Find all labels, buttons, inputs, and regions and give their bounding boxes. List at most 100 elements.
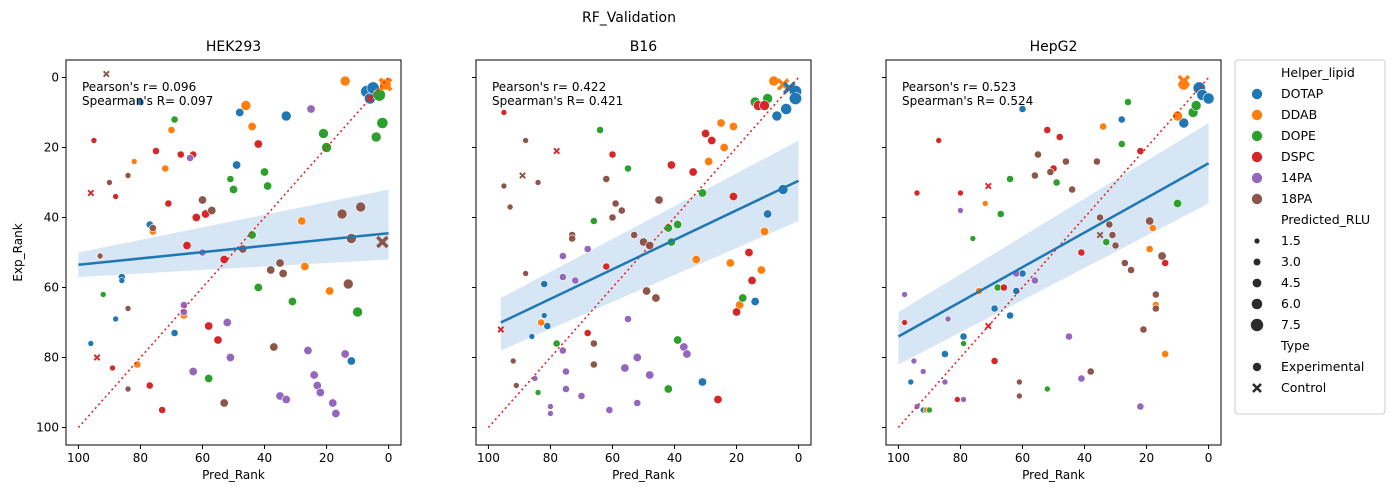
control-point: [776, 78, 790, 91]
confidence-band: [78, 189, 389, 277]
plot-frame: [475, 59, 812, 446]
correlation-annotation: Pearson's r= 0.096: [82, 80, 196, 94]
data-point: [1190, 100, 1202, 111]
control-point: [984, 182, 992, 190]
data-point: [229, 185, 239, 195]
data-point: [1077, 248, 1086, 257]
x-tick-label: 0: [795, 451, 803, 465]
data-point: [207, 206, 217, 216]
legend-item-label: DSPC: [1281, 149, 1315, 164]
data-point: [376, 117, 389, 129]
data-point: [219, 398, 229, 408]
data-point: [691, 255, 701, 265]
data-point: [620, 363, 630, 373]
legend-size-marker: [1254, 238, 1260, 244]
data-point: [935, 137, 943, 144]
data-point: [583, 245, 592, 253]
data-point: [130, 158, 138, 165]
data-point: [534, 179, 542, 186]
x-axis-label: Pred_Rank: [1022, 468, 1085, 482]
data-point: [235, 108, 245, 118]
data-point: [688, 167, 698, 177]
data-point: [907, 378, 915, 386]
data-point: [204, 321, 214, 331]
data-point: [170, 115, 179, 124]
x-tick-label: 0: [385, 451, 393, 465]
data-point: [602, 175, 611, 183]
data-point: [1145, 245, 1154, 253]
legend-type-marker: [1252, 383, 1262, 393]
data-point: [226, 175, 235, 183]
data-point: [944, 315, 952, 323]
data-point: [87, 340, 95, 347]
x-tick-label: 40: [257, 451, 272, 465]
data-point: [759, 100, 770, 111]
data-point: [969, 235, 977, 242]
data-point: [213, 335, 223, 345]
data-point: [1161, 350, 1170, 358]
x-tick-label: 80: [953, 451, 968, 465]
data-point: [1030, 276, 1039, 285]
data-point: [552, 339, 561, 348]
data-point: [275, 258, 285, 268]
data-point: [959, 332, 968, 341]
y-tick-label: 20: [44, 141, 59, 155]
data-point: [352, 306, 363, 318]
x-tick-label: 60: [605, 451, 620, 465]
data-point: [747, 275, 757, 285]
data-point: [1157, 251, 1167, 261]
data-point: [1161, 259, 1170, 267]
data-point: [996, 210, 1005, 218]
data-point: [328, 398, 338, 408]
data-point: [719, 143, 729, 153]
legend-marker: [1251, 130, 1263, 142]
legend-item-label: 14PA: [1281, 170, 1313, 185]
data-point: [697, 377, 707, 387]
legend: Helper_lipid DOTAP DDAB DOPE DSPC 14PA 18PA Pre…: [1234, 59, 1386, 415]
data-point: [534, 389, 542, 396]
data-point: [232, 160, 242, 170]
figure-title: RF_Validation: [582, 10, 676, 26]
data-point: [1012, 287, 1021, 295]
data-point: [315, 387, 325, 397]
legend-marker: [1251, 172, 1263, 184]
data-point: [901, 291, 908, 298]
data-point: [990, 357, 999, 365]
data-point: [577, 392, 586, 400]
data-point: [1120, 259, 1129, 267]
chart-panel-2: 100 80 60 40 20 0 HepG2 Pred_Rank Pearson's r= 0…: [882, 39, 1222, 482]
data-point: [589, 217, 598, 225]
data-point: [300, 261, 310, 271]
data-point: [568, 234, 577, 243]
x-tick-label: 20: [319, 451, 334, 465]
control-point: [1177, 74, 1191, 88]
data-point: [738, 293, 748, 303]
legend-marker: [1251, 151, 1263, 163]
data-point: [697, 188, 707, 198]
control-point: [378, 77, 393, 92]
data-point: [106, 179, 113, 186]
data-point: [957, 189, 964, 197]
control-point: [497, 326, 505, 333]
legend-marker: [1251, 88, 1263, 100]
data-point: [124, 172, 132, 179]
data-point: [744, 248, 754, 258]
data-point: [158, 406, 167, 414]
data-point: [540, 312, 548, 319]
data-point: [707, 136, 717, 146]
scatter-points: [901, 74, 1215, 414]
data-point: [558, 252, 567, 260]
data-point: [1006, 311, 1014, 320]
data-point: [1006, 175, 1014, 183]
correlation-annotation: Pearson's r= 0.422: [492, 80, 606, 94]
data-point: [913, 189, 921, 197]
data-point: [346, 356, 356, 366]
data-point: [1139, 325, 1148, 334]
data-point: [941, 378, 949, 386]
x-tick-label: 60: [195, 451, 210, 465]
legend-item-label: DOPE: [1281, 128, 1316, 143]
data-point: [1124, 98, 1132, 106]
data-point: [269, 342, 279, 352]
data-point: [1068, 185, 1077, 194]
data-point: [596, 126, 604, 134]
